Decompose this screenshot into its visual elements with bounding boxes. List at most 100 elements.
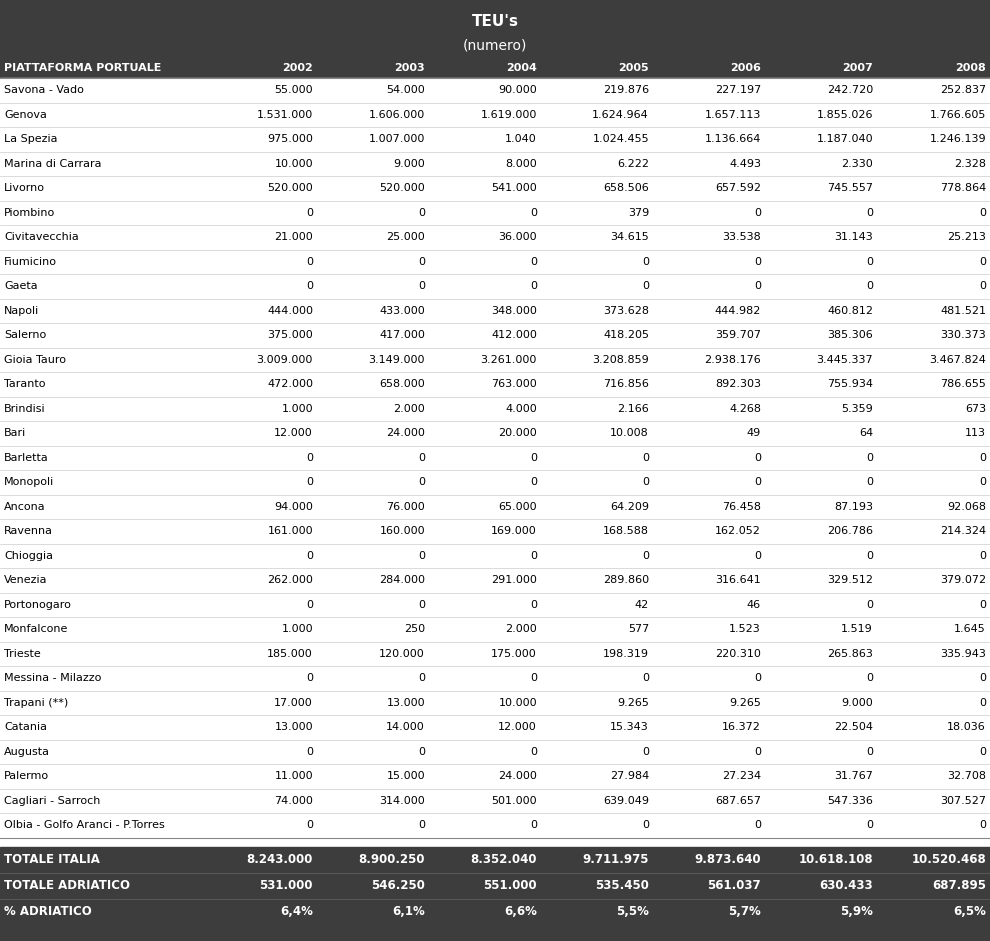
Text: 1.619.000: 1.619.000 xyxy=(480,110,537,120)
Text: 8.243.000: 8.243.000 xyxy=(247,853,313,866)
Text: 433.000: 433.000 xyxy=(379,306,425,316)
Text: 32.708: 32.708 xyxy=(947,772,986,781)
Text: 162.052: 162.052 xyxy=(715,526,761,536)
Text: 412.000: 412.000 xyxy=(491,330,537,341)
Text: 65.000: 65.000 xyxy=(498,502,537,512)
Text: Genova: Genova xyxy=(4,110,47,120)
Text: 0: 0 xyxy=(642,747,649,757)
Text: 0: 0 xyxy=(754,550,761,561)
Text: 10.000: 10.000 xyxy=(498,697,537,708)
Text: PIATTAFORMA PORTUALE: PIATTAFORMA PORTUALE xyxy=(4,63,161,73)
Text: 3.208.859: 3.208.859 xyxy=(592,355,649,365)
Text: 786.655: 786.655 xyxy=(940,379,986,390)
Text: 9.000: 9.000 xyxy=(842,697,873,708)
Text: 0: 0 xyxy=(979,208,986,217)
Text: 535.450: 535.450 xyxy=(595,879,649,892)
Text: Trieste: Trieste xyxy=(4,648,41,659)
Text: 0: 0 xyxy=(979,821,986,830)
Bar xyxy=(0,0,990,78)
Text: 49: 49 xyxy=(746,428,761,439)
Text: 0: 0 xyxy=(979,599,986,610)
Text: 8.000: 8.000 xyxy=(505,159,537,168)
Text: 335.943: 335.943 xyxy=(940,648,986,659)
Text: 1.531.000: 1.531.000 xyxy=(256,110,313,120)
Text: 0: 0 xyxy=(530,453,537,463)
Text: 460.812: 460.812 xyxy=(827,306,873,316)
Text: 6,6%: 6,6% xyxy=(504,905,537,918)
Text: 9.000: 9.000 xyxy=(393,159,425,168)
Text: 161.000: 161.000 xyxy=(267,526,313,536)
Text: 0: 0 xyxy=(866,281,873,292)
Text: Livorno: Livorno xyxy=(4,183,45,193)
Text: Monfalcone: Monfalcone xyxy=(4,624,68,634)
Text: Marina di Carrara: Marina di Carrara xyxy=(4,159,102,168)
Text: 34.615: 34.615 xyxy=(610,232,649,242)
Text: 15.343: 15.343 xyxy=(610,723,649,732)
Text: 13.000: 13.000 xyxy=(274,723,313,732)
Text: 0: 0 xyxy=(866,208,873,217)
Text: 0: 0 xyxy=(418,550,425,561)
Text: 561.037: 561.037 xyxy=(708,879,761,892)
Text: 0: 0 xyxy=(754,821,761,830)
Text: 16.372: 16.372 xyxy=(722,723,761,732)
Text: Gaeta: Gaeta xyxy=(4,281,38,292)
Text: 0: 0 xyxy=(754,673,761,683)
Text: 0: 0 xyxy=(418,453,425,463)
Text: 2.328: 2.328 xyxy=(954,159,986,168)
Text: 1.657.113: 1.657.113 xyxy=(705,110,761,120)
Text: Savona - Vado: Savona - Vado xyxy=(4,86,84,95)
Text: La Spezia: La Spezia xyxy=(4,135,57,144)
Text: 0: 0 xyxy=(754,281,761,292)
Text: 24.000: 24.000 xyxy=(498,772,537,781)
Text: 262.000: 262.000 xyxy=(267,575,313,585)
Text: 0: 0 xyxy=(866,821,873,830)
Bar xyxy=(0,78,990,837)
Text: 0: 0 xyxy=(530,208,537,217)
Text: 0: 0 xyxy=(418,208,425,217)
Text: 4.000: 4.000 xyxy=(505,404,537,414)
Text: 639.049: 639.049 xyxy=(603,796,649,805)
Text: 1.624.964: 1.624.964 xyxy=(592,110,649,120)
Text: 745.557: 745.557 xyxy=(827,183,873,193)
Text: 169.000: 169.000 xyxy=(491,526,537,536)
Text: 6.222: 6.222 xyxy=(617,159,649,168)
Text: 444.982: 444.982 xyxy=(715,306,761,316)
Text: 0: 0 xyxy=(754,747,761,757)
Text: 15.000: 15.000 xyxy=(386,772,425,781)
Text: 3.261.000: 3.261.000 xyxy=(480,355,537,365)
Text: 2002: 2002 xyxy=(282,63,313,73)
Text: 763.000: 763.000 xyxy=(491,379,537,390)
Text: 547.336: 547.336 xyxy=(827,796,873,805)
Text: 1.136.664: 1.136.664 xyxy=(705,135,761,144)
Text: 0: 0 xyxy=(306,821,313,830)
Text: 289.860: 289.860 xyxy=(603,575,649,585)
Text: 0: 0 xyxy=(418,673,425,683)
Text: 27.984: 27.984 xyxy=(610,772,649,781)
Text: 36.000: 36.000 xyxy=(498,232,537,242)
Text: 31.767: 31.767 xyxy=(835,772,873,781)
Text: 20.000: 20.000 xyxy=(498,428,537,439)
Text: Barletta: Barletta xyxy=(4,453,49,463)
Text: 0: 0 xyxy=(866,257,873,266)
Text: 1.606.000: 1.606.000 xyxy=(368,110,425,120)
Text: 2.166: 2.166 xyxy=(617,404,649,414)
Text: 8.900.250: 8.900.250 xyxy=(358,853,425,866)
Text: 87.193: 87.193 xyxy=(834,502,873,512)
Text: Taranto: Taranto xyxy=(4,379,46,390)
Text: 0: 0 xyxy=(306,208,313,217)
Text: 0: 0 xyxy=(642,281,649,292)
Text: 551.000: 551.000 xyxy=(483,879,537,892)
Text: Gioia Tauro: Gioia Tauro xyxy=(4,355,66,365)
Text: 76.000: 76.000 xyxy=(386,502,425,512)
Text: 5.359: 5.359 xyxy=(842,404,873,414)
Text: 0: 0 xyxy=(530,477,537,487)
Text: 0: 0 xyxy=(866,747,873,757)
Text: 4.268: 4.268 xyxy=(729,404,761,414)
Text: 3.467.824: 3.467.824 xyxy=(930,355,986,365)
Text: 0: 0 xyxy=(866,599,873,610)
Text: 21.000: 21.000 xyxy=(274,232,313,242)
Text: 120.000: 120.000 xyxy=(379,648,425,659)
Text: 0: 0 xyxy=(306,550,313,561)
Text: 252.837: 252.837 xyxy=(940,86,986,95)
Text: 314.000: 314.000 xyxy=(379,796,425,805)
